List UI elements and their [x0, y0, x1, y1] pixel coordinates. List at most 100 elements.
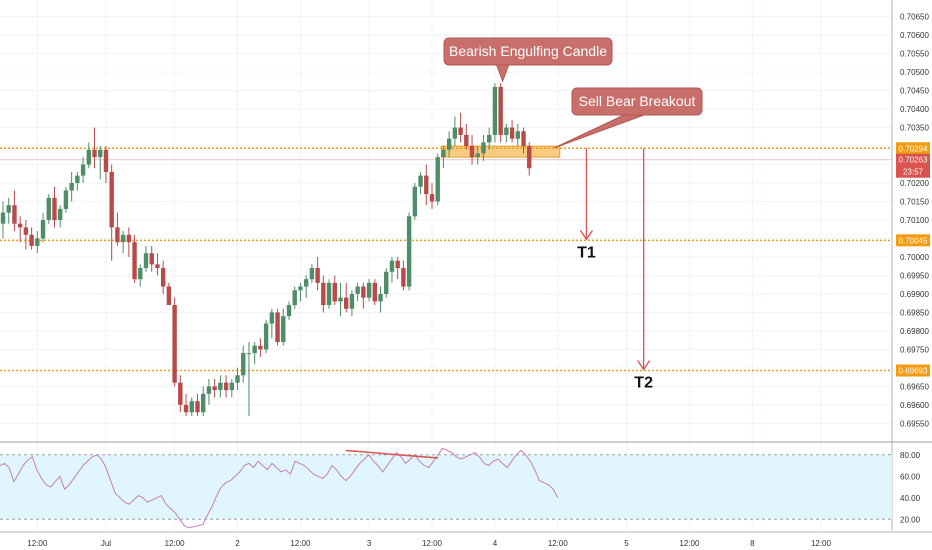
- candle-body: [303, 279, 309, 287]
- candle-body: [6, 205, 11, 213]
- price-tick-label: 0.70200: [900, 179, 929, 188]
- candle-body: [275, 312, 280, 343]
- price-tick-label: 0.70350: [900, 124, 929, 133]
- level-price-label: 0.70294: [899, 144, 928, 153]
- candle-body: [487, 134, 492, 143]
- candle-body: [361, 286, 366, 298]
- candle-body: [166, 286, 172, 306]
- candle-body: [52, 197, 57, 220]
- candle-body: [223, 382, 229, 391]
- candle-body: [40, 220, 46, 239]
- candle-body: [469, 146, 475, 158]
- annotations: Bearish Engulfing Candle Sell Bear Breako…: [443, 37, 703, 391]
- candle-body: [475, 153, 480, 158]
- candle-body: [332, 282, 337, 302]
- time-tick-label: Jul: [101, 539, 111, 548]
- countdown-label: 23:57: [903, 168, 924, 177]
- candle-body: [229, 382, 234, 391]
- candle-body: [218, 382, 223, 391]
- candle-body: [515, 131, 520, 139]
- level-price-tag: [896, 234, 930, 247]
- candle-body: [69, 183, 74, 191]
- time-tick-label: 12:00: [679, 539, 700, 548]
- time-tick-label: 12:00: [548, 539, 569, 548]
- candle-body: [349, 293, 355, 309]
- candle-body: [29, 234, 34, 246]
- candle-body: [86, 149, 91, 165]
- time-tick-label: 4: [493, 539, 498, 548]
- candle-body: [281, 316, 286, 343]
- price-tick-label: 0.69900: [900, 290, 929, 299]
- time-tick-label: 2: [235, 539, 240, 548]
- rsi-panel: 20.00 40.00 60.00 80.00: [0, 447, 921, 529]
- candle-body: [452, 127, 458, 139]
- current-price-label: 0.70263: [899, 156, 928, 165]
- time-tick-label: 8: [750, 539, 755, 548]
- callout-pointer: [495, 64, 510, 83]
- price-tick-label: 0.69850: [900, 308, 929, 317]
- price-tick-label: 0.70500: [900, 68, 929, 77]
- level-price-label: 0.70045: [899, 236, 928, 245]
- candle-body: [23, 227, 29, 235]
- candle-body: [401, 268, 406, 287]
- price-axis: 0.695500.696000.696500.697000.697500.698…: [896, 13, 930, 428]
- callout-box: [571, 87, 703, 116]
- price-tick-label: 0.70550: [900, 50, 929, 59]
- candle-body: [252, 345, 257, 354]
- rsi-tick-label: 80.00: [900, 451, 921, 460]
- candles: [0, 83, 532, 416]
- time-tick-label: 12:00: [165, 539, 186, 548]
- rsi-band: [0, 454, 892, 520]
- candle-body: [212, 386, 217, 391]
- price-tick-label: 0.70000: [900, 253, 929, 262]
- candle-body: [149, 253, 154, 265]
- candle-body: [412, 186, 418, 217]
- price-tick-label: 0.69550: [900, 419, 929, 428]
- candle-body: [58, 208, 63, 220]
- candle-body: [138, 268, 143, 280]
- level-price-label: 0.69693: [899, 366, 928, 375]
- price-tick-label: 0.69950: [900, 271, 929, 280]
- candle-body: [109, 171, 114, 228]
- candle-body: [384, 271, 389, 294]
- candle-body: [326, 282, 332, 306]
- candle-body: [195, 401, 200, 413]
- candle-body: [498, 86, 503, 135]
- candle-body: [424, 175, 429, 195]
- candle-body: [298, 286, 303, 291]
- candle-body: [355, 286, 360, 294]
- candle-body: [395, 260, 400, 269]
- candle-body: [441, 149, 446, 158]
- candle-body: [315, 268, 320, 283]
- candle-body: [103, 149, 109, 172]
- level-lines: [0, 145, 892, 372]
- price-tick-label: 0.70400: [900, 105, 929, 114]
- callout-box: [443, 37, 613, 66]
- current-price-tag: [896, 153, 930, 178]
- time-tick-label: 12:00: [811, 539, 832, 548]
- candle-body: [344, 297, 349, 309]
- time-tick-label: 12:00: [422, 539, 443, 548]
- candle-body: [309, 268, 315, 280]
- candle-body: [201, 393, 206, 413]
- candle-body: [321, 282, 326, 306]
- candle-body: [378, 293, 383, 302]
- candle-body: [120, 234, 126, 243]
- time-tick-label: 5: [624, 539, 629, 548]
- candle-body: [481, 142, 486, 154]
- candle-body: [0, 212, 6, 224]
- candle-body: [17, 223, 23, 228]
- candle-body: [189, 401, 194, 413]
- price-tick-label: 0.69600: [900, 401, 929, 410]
- candle-body: [263, 323, 269, 350]
- candle-body: [446, 138, 452, 150]
- candle-body: [429, 194, 435, 202]
- target-label: T2: [634, 374, 653, 391]
- time-tick-label: 12:00: [27, 539, 48, 548]
- candle-body: [435, 157, 440, 202]
- candle-body: [492, 86, 498, 135]
- callout-pointer: [553, 114, 645, 149]
- candle-body: [63, 190, 69, 209]
- rsi-tick-label: 60.00: [900, 472, 921, 481]
- time-axis: 12:00 Jul 12:00 2 12:00 3 12:00 4 12:00 5 12:00 8 12…: [27, 539, 831, 548]
